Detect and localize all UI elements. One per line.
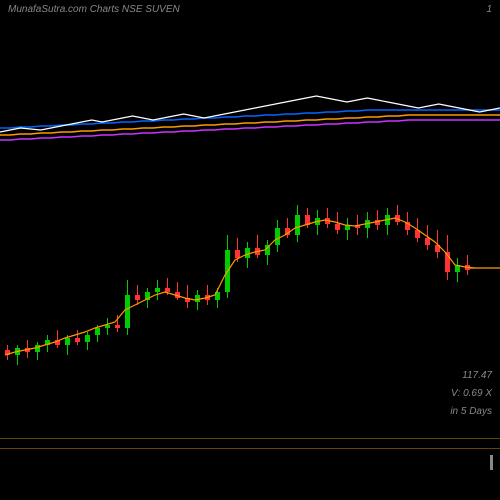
volume-bars — [0, 440, 500, 480]
candles-svg — [0, 180, 500, 380]
chart-title: MunafaSutra.com Charts NSE SUVEN — [8, 4, 180, 15]
indicator-panel — [0, 80, 500, 160]
chart-timeframe: 1 — [486, 4, 492, 15]
volume-label: V: 0.69 X — [451, 388, 492, 399]
candlestick-chart[interactable] — [0, 180, 500, 380]
days-label: in 5 Days — [450, 406, 492, 417]
separator-top — [0, 438, 500, 439]
volume-panel — [0, 440, 500, 480]
indicator-lines — [0, 80, 500, 160]
chart-header: MunafaSutra.com Charts NSE SUVEN 1 — [8, 4, 492, 22]
price-label: 117.47 — [462, 370, 492, 381]
